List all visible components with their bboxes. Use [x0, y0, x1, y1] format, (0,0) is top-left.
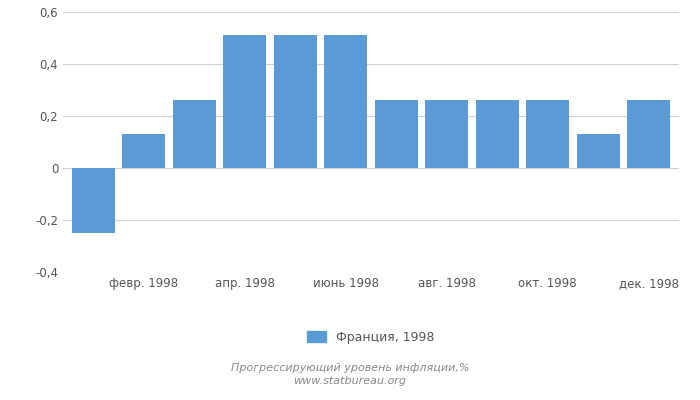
Bar: [173, 100, 216, 168]
Bar: [627, 100, 670, 168]
Legend: Франция, 1998: Франция, 1998: [302, 326, 440, 349]
Text: www.statbureau.org: www.statbureau.org: [293, 376, 407, 386]
Bar: [72, 168, 115, 233]
Bar: [526, 100, 569, 168]
Bar: [374, 100, 418, 168]
Bar: [274, 35, 316, 168]
Bar: [577, 134, 620, 168]
Bar: [476, 100, 519, 168]
Bar: [324, 35, 368, 168]
Bar: [223, 35, 266, 168]
Text: Прогрессирующий уровень инфляции,%: Прогрессирующий уровень инфляции,%: [231, 363, 469, 373]
Bar: [122, 134, 165, 168]
Bar: [426, 100, 468, 168]
